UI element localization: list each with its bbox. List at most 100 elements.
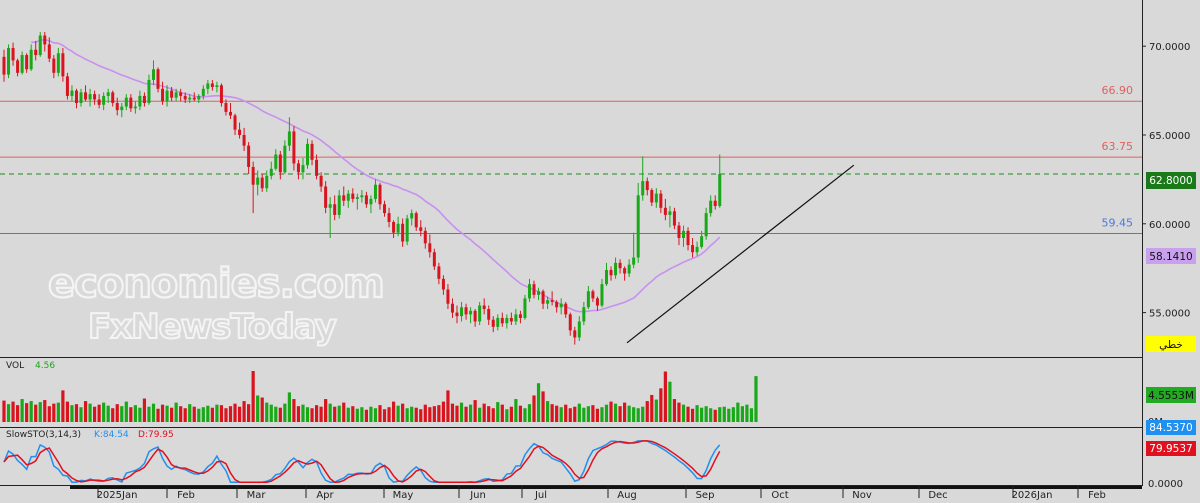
volume-bar-up: [654, 399, 658, 422]
volume-bar-up: [604, 404, 609, 422]
month-label: Nov: [852, 490, 872, 501]
volume-bar-down: [446, 390, 450, 422]
candle-body-down: [419, 227, 423, 231]
volume-bar-down: [455, 405, 459, 422]
candle-body-down: [238, 129, 242, 135]
volume-bar-down: [550, 404, 554, 422]
candle-body-up: [355, 197, 359, 199]
volume-bar-up: [586, 406, 590, 422]
volume-bar-down: [61, 390, 65, 422]
candle-body-down: [296, 163, 300, 173]
volume-bar-down: [324, 399, 328, 422]
candle-body-up: [709, 200, 713, 214]
volume-bar-up: [6, 404, 11, 422]
volume-title: VOL: [6, 361, 24, 371]
volume-bar-down: [210, 407, 214, 422]
volume-bar-up: [274, 406, 278, 422]
volume-bar-up: [514, 399, 518, 422]
drawing-tag[interactable]: خطي: [1159, 339, 1183, 351]
candle-body-down: [142, 95, 146, 104]
volume-bar-down: [650, 394, 654, 422]
volume-bar-down: [251, 371, 255, 422]
volume-bar-up: [459, 402, 464, 422]
volume-bar-up: [38, 402, 42, 422]
volume-bar-down: [183, 408, 187, 422]
candle-body-up: [29, 49, 33, 70]
volume-bar-up: [527, 404, 532, 422]
volume-bar-up: [206, 405, 210, 422]
candle-body-down: [663, 207, 667, 215]
candle-body-up: [577, 321, 581, 338]
volume-bar-up: [283, 403, 287, 422]
candle-body-down: [11, 47, 15, 61]
volume-bar-down: [11, 401, 15, 422]
drawing-tag-bg[interactable]: [1146, 336, 1196, 352]
price-panel[interactable]: [0, 0, 1142, 357]
candle-body-down: [61, 53, 65, 77]
trendline[interactable]: [626, 164, 855, 344]
candle-body-up: [614, 262, 618, 276]
candle-body-up: [559, 303, 563, 308]
candle-body-up: [546, 300, 550, 304]
candle-body-up: [604, 269, 608, 285]
moving-average: [31, 38, 721, 313]
volume-bar-down: [690, 408, 695, 422]
candle-body-down: [2, 56, 6, 75]
support-trendline: [626, 164, 855, 344]
volume-bar-up: [727, 408, 731, 422]
volume-bar-up: [559, 407, 563, 422]
candle-body-down: [34, 49, 38, 56]
volume-bar-down: [34, 404, 38, 422]
volume-bar-down: [47, 406, 51, 422]
candle-body-up: [478, 305, 482, 322]
candle-body-down: [518, 314, 522, 318]
last-price-tag: 62.8000: [1149, 175, 1192, 187]
candle-body-down: [623, 268, 627, 274]
candle-body-down: [500, 317, 504, 324]
volume-bar-up: [29, 401, 33, 422]
candle-body-down: [324, 186, 328, 208]
volume-bar-up: [695, 405, 699, 422]
volume-bar-down: [428, 407, 432, 422]
volume-bar-up: [301, 404, 305, 422]
volume-bar-down: [65, 401, 70, 422]
volume-bar-down: [115, 404, 119, 422]
time-axis-area[interactable]: [0, 485, 1200, 503]
candle-body-up: [306, 143, 310, 166]
candle-body-up: [460, 307, 464, 317]
volume-tag-bg: [1146, 387, 1196, 403]
candle-body-down: [242, 134, 246, 146]
candle-body-up: [151, 69, 155, 80]
stoch-bottom-label: 0.0000: [1148, 479, 1183, 490]
volume-bar-up: [102, 402, 106, 422]
volume-bar-down: [663, 371, 667, 422]
candle-body-up: [7, 47, 11, 75]
volume-bar-down: [314, 405, 319, 422]
candle-body-up: [373, 184, 377, 199]
candle-body-up: [396, 223, 400, 233]
watermark-fxnewstoday: FxNewsToday: [88, 307, 337, 347]
volume-bar-up: [709, 408, 713, 422]
volume-bar-down: [292, 399, 296, 422]
volume-bar-down: [609, 401, 613, 422]
candle-body-down: [111, 92, 115, 104]
volume-bar-down: [74, 404, 79, 422]
candle-body-down: [210, 83, 214, 88]
stochastic-d-line: [3, 440, 721, 483]
volume-bar-down: [401, 403, 405, 422]
stochastic-lines: [3, 440, 721, 484]
candle-body-down: [555, 301, 559, 308]
candle-body-down: [568, 314, 572, 331]
horizontal-lines[interactable]: 66.90 63.75 59.45: [0, 84, 1142, 235]
volume-bar-down: [659, 388, 663, 422]
volume-bar-up: [337, 405, 341, 422]
horizontal-line-label: 66.90: [1102, 84, 1134, 97]
volume-bar-down: [93, 406, 97, 422]
volume-bar-up: [754, 376, 758, 422]
volume-bar-down: [310, 408, 314, 422]
candle-body-down: [446, 289, 450, 304]
candle-body-down: [401, 223, 405, 242]
volume-bar-down: [129, 407, 133, 422]
volume-bar-down: [677, 402, 681, 422]
